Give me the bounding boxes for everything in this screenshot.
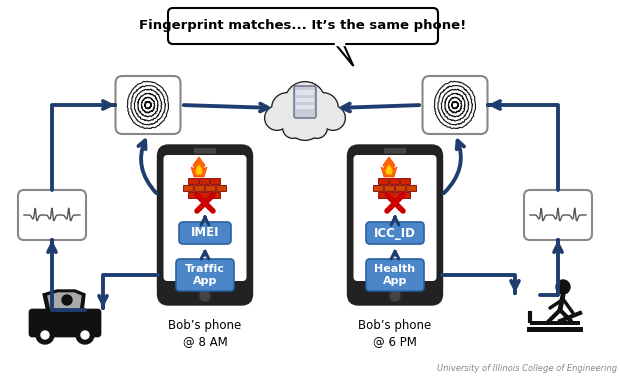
- Polygon shape: [385, 164, 393, 175]
- Circle shape: [284, 119, 302, 137]
- FancyBboxPatch shape: [353, 155, 436, 281]
- Bar: [378, 178, 388, 184]
- Bar: [373, 185, 383, 191]
- Text: Fingerprint matches... It’s the same phone!: Fingerprint matches... It’s the same pho…: [140, 20, 467, 32]
- Bar: [182, 185, 192, 191]
- Text: IMEI: IMEI: [191, 227, 219, 239]
- FancyBboxPatch shape: [296, 90, 314, 95]
- Circle shape: [286, 83, 324, 121]
- Circle shape: [36, 326, 54, 344]
- Bar: [210, 178, 219, 184]
- Circle shape: [266, 107, 288, 129]
- Circle shape: [390, 291, 400, 301]
- Circle shape: [81, 331, 89, 339]
- Bar: [205, 185, 215, 191]
- Polygon shape: [191, 157, 207, 177]
- FancyBboxPatch shape: [366, 222, 424, 244]
- Bar: [193, 185, 203, 191]
- Bar: [187, 192, 198, 198]
- Bar: [378, 192, 388, 198]
- Circle shape: [288, 105, 322, 139]
- Circle shape: [265, 106, 289, 130]
- Circle shape: [307, 118, 327, 138]
- Circle shape: [287, 104, 323, 140]
- Circle shape: [76, 326, 94, 344]
- Polygon shape: [195, 164, 203, 175]
- FancyBboxPatch shape: [347, 145, 443, 305]
- Bar: [198, 192, 208, 198]
- Circle shape: [200, 291, 210, 301]
- FancyBboxPatch shape: [164, 155, 247, 281]
- Polygon shape: [43, 290, 85, 312]
- FancyBboxPatch shape: [524, 190, 592, 240]
- Circle shape: [321, 106, 345, 130]
- Text: Bob’s phone
@ 8 AM: Bob’s phone @ 8 AM: [169, 319, 242, 348]
- FancyBboxPatch shape: [384, 149, 405, 153]
- Bar: [216, 185, 226, 191]
- Bar: [530, 321, 580, 325]
- Circle shape: [62, 295, 72, 305]
- Circle shape: [308, 119, 326, 137]
- Text: University of Illinois College of Engineering: University of Illinois College of Engine…: [437, 364, 617, 373]
- Bar: [187, 178, 198, 184]
- FancyBboxPatch shape: [195, 149, 216, 153]
- FancyBboxPatch shape: [157, 145, 252, 305]
- FancyBboxPatch shape: [168, 8, 438, 44]
- FancyBboxPatch shape: [296, 105, 314, 109]
- Bar: [198, 178, 208, 184]
- FancyBboxPatch shape: [366, 259, 424, 291]
- Circle shape: [308, 93, 338, 123]
- Bar: [399, 192, 409, 198]
- Bar: [210, 192, 219, 198]
- Circle shape: [283, 118, 303, 138]
- Bar: [389, 178, 399, 184]
- Circle shape: [285, 82, 325, 122]
- FancyBboxPatch shape: [18, 190, 86, 240]
- Circle shape: [322, 107, 344, 129]
- Circle shape: [556, 280, 570, 294]
- Text: Health
App: Health App: [374, 264, 415, 286]
- FancyBboxPatch shape: [29, 309, 101, 337]
- FancyBboxPatch shape: [176, 259, 234, 291]
- FancyBboxPatch shape: [115, 76, 180, 134]
- Circle shape: [273, 94, 301, 122]
- FancyBboxPatch shape: [179, 222, 231, 244]
- FancyBboxPatch shape: [422, 76, 487, 134]
- Polygon shape: [48, 293, 81, 310]
- Circle shape: [272, 93, 302, 123]
- Text: Bob’s phone
@ 6 PM: Bob’s phone @ 6 PM: [358, 319, 432, 348]
- Bar: [399, 178, 409, 184]
- Bar: [527, 327, 583, 332]
- Circle shape: [309, 94, 337, 122]
- Polygon shape: [381, 157, 397, 177]
- Bar: [389, 192, 399, 198]
- Text: Traffic
App: Traffic App: [185, 264, 225, 286]
- Bar: [384, 185, 394, 191]
- Text: ICC_ID: ICC_ID: [374, 227, 416, 239]
- Bar: [405, 185, 415, 191]
- FancyBboxPatch shape: [296, 98, 314, 102]
- FancyBboxPatch shape: [294, 86, 316, 118]
- Bar: [394, 185, 404, 191]
- Circle shape: [41, 331, 49, 339]
- Polygon shape: [335, 44, 353, 66]
